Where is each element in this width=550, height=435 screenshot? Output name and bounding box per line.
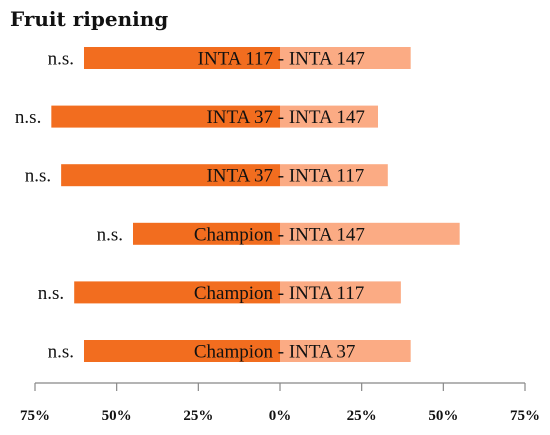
bar-right	[280, 222, 460, 245]
left-cultivar-label: INTA 37	[206, 107, 277, 128]
pair-label: Champion - INTA 147	[194, 224, 365, 245]
bar-left	[132, 222, 280, 245]
significance-label: n.s.	[48, 342, 74, 363]
significance-label: n.s.	[97, 224, 123, 245]
bar-right	[280, 340, 411, 362]
right-cultivar-label: INTA 37	[289, 342, 356, 363]
right-cultivar-label: INTA 117	[289, 166, 364, 187]
bar-row: INTA 117 - INTA 147 n.s.	[48, 47, 411, 70]
pair-label: INTA 37 - INTA 147	[206, 107, 364, 128]
x-tick-label: 75%	[20, 408, 50, 424]
right-cultivar-label: INTA 117	[289, 283, 364, 304]
x-tick-label: 75%	[510, 408, 540, 424]
pair-label: Champion - INTA 117	[194, 283, 364, 304]
pair-label: INTA 37 - INTA 117	[206, 166, 364, 187]
bar-left	[51, 105, 281, 128]
bar-right	[280, 164, 388, 187]
x-axis: 75% 50% 25% 0% 25% 50% 75%	[20, 382, 540, 424]
left-cultivar-label: Champion	[194, 283, 278, 304]
x-tick-label: 50%	[102, 408, 132, 424]
pair-label: INTA 117 - INTA 147	[198, 49, 365, 70]
right-cultivar-label: INTA 147	[289, 49, 365, 70]
bar-row: Champion - INTA 117 n.s.	[38, 281, 401, 304]
bar-left	[74, 281, 280, 304]
bar-right	[280, 105, 379, 128]
pair-separator: -	[278, 283, 289, 304]
significance-label: n.s.	[38, 283, 64, 304]
bar-left	[83, 340, 280, 362]
significance-label: n.s.	[15, 107, 41, 128]
left-cultivar-label: INTA 37	[206, 166, 277, 187]
left-cultivar-label: Champion	[194, 224, 278, 245]
significance-label: n.s.	[25, 166, 51, 187]
bar-right	[280, 281, 401, 304]
bar-row: INTA 37 - INTA 147 n.s.	[15, 105, 379, 128]
bar-left	[83, 47, 280, 69]
pair-label: Champion - INTA 37	[194, 342, 356, 363]
right-cultivar-label: INTA 147	[289, 107, 365, 128]
x-tick-label: 25%	[347, 408, 377, 424]
pair-separator: -	[278, 166, 289, 187]
bar-row: Champion - INTA 147 n.s.	[97, 222, 460, 245]
pair-separator: -	[278, 49, 289, 70]
pair-separator: -	[278, 342, 289, 363]
pair-separator: -	[278, 107, 289, 128]
x-tick-label: 25%	[183, 408, 213, 424]
left-cultivar-label: Champion	[194, 342, 278, 363]
bar-right	[280, 47, 411, 69]
pair-separator: -	[278, 224, 289, 245]
x-tick-label: 50%	[428, 408, 458, 424]
right-cultivar-label: INTA 147	[289, 224, 365, 245]
chart-title: Fruit ripening	[10, 7, 168, 31]
bar-left	[61, 164, 280, 187]
significance-label: n.s.	[48, 49, 74, 70]
x-tick-label: 0%	[269, 408, 292, 424]
bar-row: INTA 37 - INTA 117 n.s.	[25, 164, 388, 187]
bar-row: Champion - INTA 37 n.s.	[48, 340, 411, 363]
left-cultivar-label: INTA 117	[198, 49, 278, 70]
